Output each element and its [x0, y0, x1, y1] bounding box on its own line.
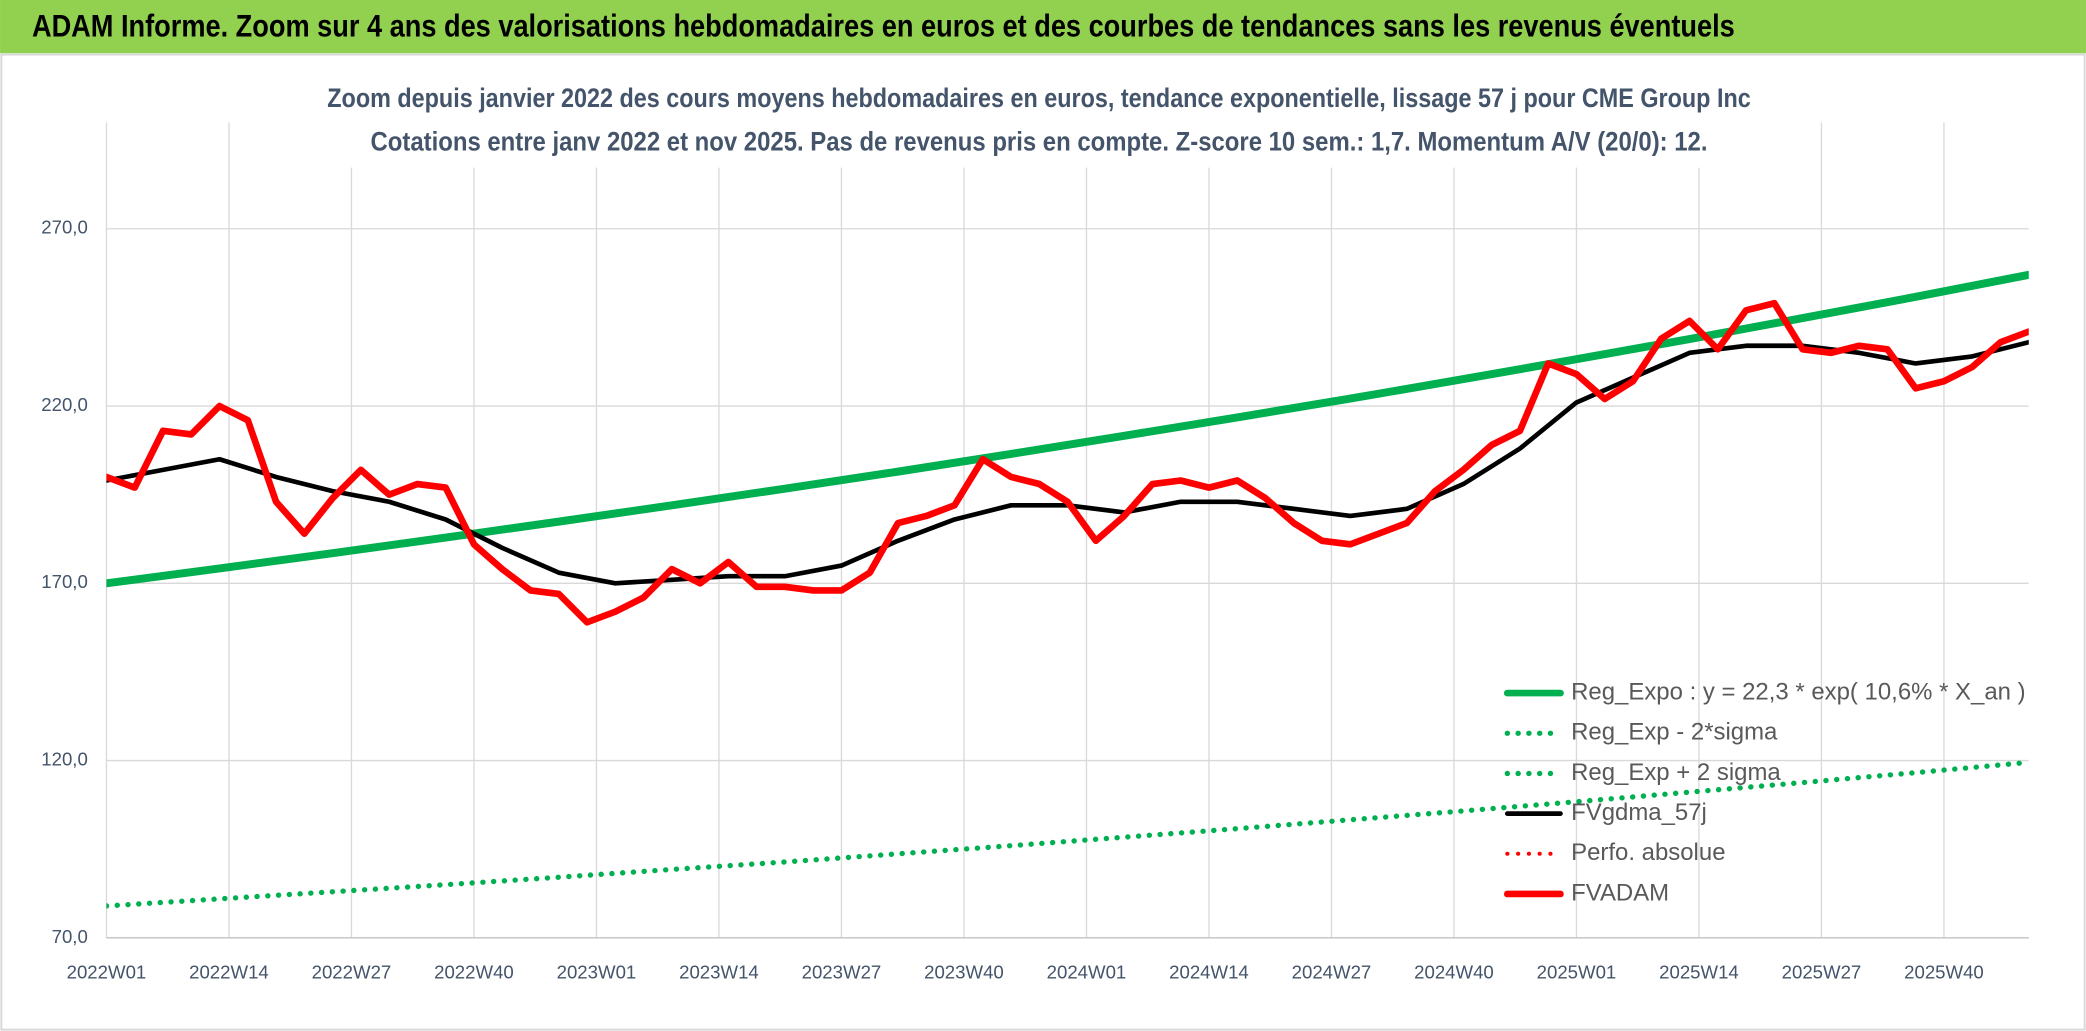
x-tick-label: 2022W01 — [67, 962, 147, 983]
legend-label: Reg_Exp + 2 sigma — [1571, 759, 1781, 786]
plot-area — [106, 270, 2029, 909]
x-tick-label: 2024W40 — [1414, 962, 1494, 983]
x-tick-label: 2022W40 — [434, 962, 514, 983]
y-tick-label: 120,0 — [41, 749, 88, 770]
header-band — [0, 0, 2086, 54]
chart-subtitle: Cotations entre janv 2022 et nov 2025. P… — [371, 127, 1708, 157]
legend: Reg_Expo : y = 22,3 * exp( 10,6% * X_an … — [1503, 678, 2026, 906]
y-tick-label: 220,0 — [41, 394, 88, 415]
series-line — [106, 299, 2029, 626]
x-tick-label: 2023W40 — [924, 962, 1004, 983]
x-tick-label: 2023W01 — [557, 962, 637, 983]
x-tick-label: 2024W14 — [1169, 962, 1249, 983]
x-tick-label: 2023W27 — [802, 962, 882, 983]
title-box — [313, 74, 1757, 168]
chart-title: Zoom depuis janvier 2022 des cours moyen… — [327, 83, 1751, 113]
x-tick-label: 2025W27 — [1782, 962, 1862, 983]
series-line — [106, 759, 2029, 909]
y-tick-label: 70,0 — [52, 926, 88, 947]
legend-label: FVgdma_57j — [1571, 799, 1707, 826]
y-tick-label: 170,0 — [41, 571, 88, 592]
legend-label: Reg_Expo : y = 22,3 * exp( 10,6% * X_an … — [1571, 678, 2025, 705]
legend-label: Perfo. absolue — [1571, 839, 1725, 866]
x-tick-label: 2022W27 — [312, 962, 392, 983]
x-tick-label: 2024W27 — [1292, 962, 1372, 983]
y-tick-label: 270,0 — [41, 217, 88, 238]
x-tick-label: 2025W01 — [1537, 962, 1617, 983]
x-tick-label: 2024W01 — [1047, 962, 1127, 983]
legend-label: FVADAM — [1571, 879, 1669, 906]
x-tick-label: 2025W40 — [1904, 962, 1984, 983]
header-title: ADAM Informe. Zoom sur 4 ans des valoris… — [32, 7, 1735, 43]
x-tick-label: 2022W14 — [189, 962, 269, 983]
legend-label: Reg_Exp - 2*sigma — [1571, 719, 1778, 746]
grid — [105, 122, 2029, 939]
axes: 70,0 120,0 170,0 220,0 270,0 2022W01 2022W14 20… — [41, 217, 2029, 983]
x-tick-label: 2023W14 — [679, 962, 759, 983]
x-tick-label: 2025W14 — [1659, 962, 1739, 983]
chart-frame — [0, 53, 2086, 1031]
